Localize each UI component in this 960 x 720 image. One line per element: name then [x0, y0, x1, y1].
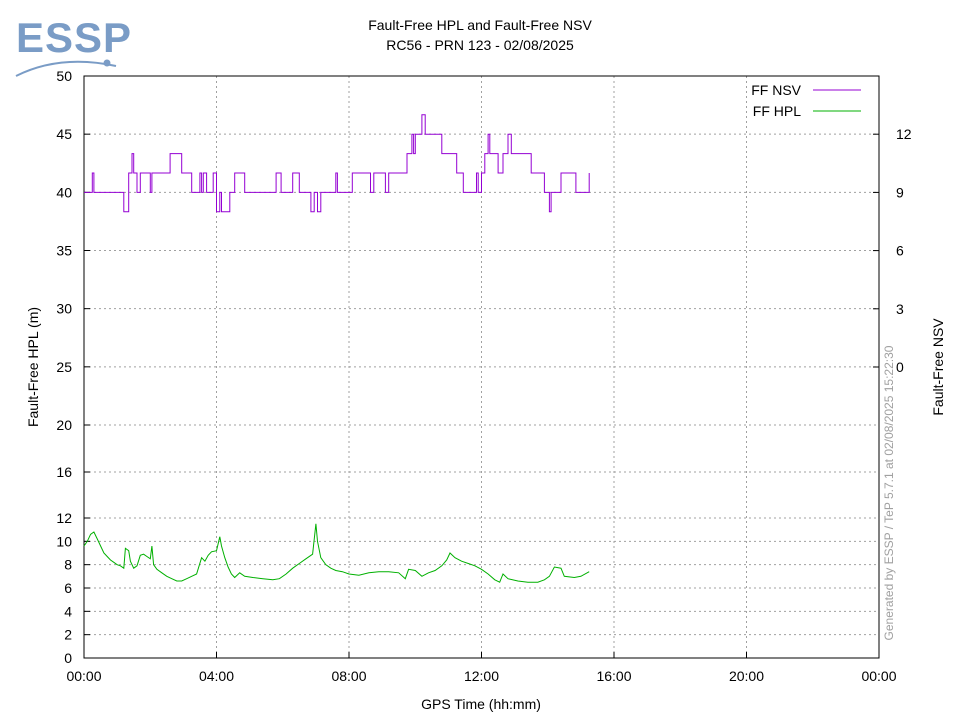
series-lines: [83, 114, 590, 583]
legend-label-ff-nsv: FF NSV: [751, 82, 801, 98]
series-ff-hpl: [83, 523, 590, 583]
y-tick-label: 0: [64, 650, 72, 666]
x-tick-label: 16:00: [596, 668, 631, 684]
x-tick-label: 08:00: [331, 668, 366, 684]
y-tick-label: 25: [56, 359, 72, 375]
y-tick-label: 2: [64, 627, 72, 643]
x-tick-label: 00:00: [861, 668, 896, 684]
y-tick-label: 45: [56, 126, 72, 142]
legend-label-ff-hpl: FF HPL: [753, 103, 801, 119]
x-tick-label: 00:00: [66, 668, 101, 684]
generated-by-watermark: Generated by ESSP / TeP 5.7.1 at 02/08/2…: [882, 345, 896, 640]
y-tick-label: 40: [56, 184, 72, 200]
y-tick-label: 4: [64, 603, 72, 619]
y-tick-label: 30: [56, 301, 72, 317]
y-tick-label: 35: [56, 243, 72, 259]
logo-dot: [103, 59, 111, 67]
y2-tick-label: 9: [896, 184, 904, 200]
y-tick-label: 10: [56, 533, 72, 549]
chart-subtitle: RC56 - PRN 123 - 02/08/2025: [386, 37, 574, 53]
x-axis-label: GPS Time (hh:mm): [421, 696, 541, 712]
x-tick-label: 20:00: [729, 668, 764, 684]
essp-logo: ESSP: [15, 14, 132, 77]
logo-text: ESSP: [16, 14, 132, 61]
y2-tick-label: 12: [896, 126, 912, 142]
y-tick-label: 8: [64, 557, 72, 573]
y-tick-label: 20: [56, 417, 72, 433]
x-axis: 00:00 04:00 08:00 12:00 16:00 20:00 00:00: [66, 652, 897, 684]
x-tick-label: 12:00: [464, 668, 499, 684]
grid: [84, 76, 879, 658]
series-ff-nsv: [84, 114, 590, 213]
chart-title: Fault-Free HPL and Fault-Free NSV: [368, 17, 592, 33]
y-axis-label: Fault-Free HPL (m): [25, 307, 41, 427]
y-tick-label: 50: [56, 68, 72, 84]
y2-axis-label: Fault-Free NSV: [930, 318, 946, 416]
y-tick-label: 16: [56, 464, 72, 480]
legend: FF NSV FF HPL: [751, 82, 861, 119]
y2-tick-label: 0: [896, 359, 904, 375]
y-tick-label: 6: [64, 580, 72, 596]
x-tick-label: 04:00: [199, 668, 234, 684]
y-tick-label: 12: [56, 510, 72, 526]
y-axis-left: 0 2 4 6 8 10 12 16 20 25 30 35 40 45 50: [56, 68, 90, 666]
y-axis-right: 0 3 6 9 12: [873, 126, 912, 375]
y2-tick-label: 3: [896, 301, 904, 317]
y2-tick-label: 6: [896, 243, 904, 259]
